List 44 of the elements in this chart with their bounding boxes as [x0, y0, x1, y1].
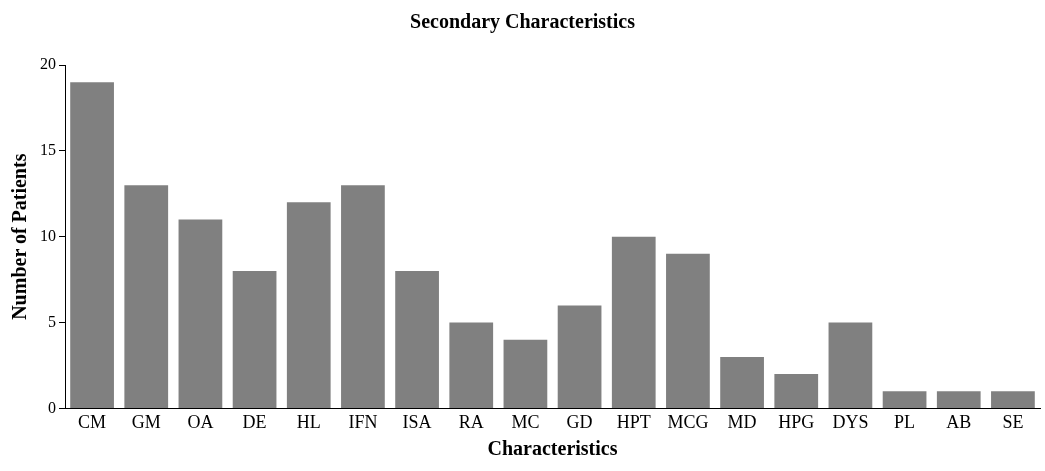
- x-tick-label: MC: [511, 411, 540, 432]
- chart-title: Secondary Characteristics: [410, 10, 636, 34]
- y-axis-title: Number of Patients: [8, 153, 31, 320]
- x-tick-label: HL: [296, 411, 321, 432]
- bar: [124, 185, 169, 408]
- x-tick-label: HPT: [616, 411, 651, 432]
- x-tick-label: ISA: [402, 411, 432, 432]
- bar: [936, 391, 981, 408]
- bar: [611, 236, 656, 408]
- x-tick-label: PL: [894, 411, 916, 432]
- bar: [991, 391, 1035, 408]
- x-tick-label: OA: [187, 411, 214, 432]
- bar: [178, 219, 223, 408]
- x-tick-label: DYS: [832, 411, 869, 432]
- y-tick-label: 0: [48, 398, 56, 416]
- x-tick-label: AB: [946, 411, 972, 432]
- bar: [882, 391, 927, 408]
- bar: [503, 339, 548, 408]
- bar: [557, 305, 602, 408]
- x-tick-label: MD: [727, 411, 757, 432]
- bar: [774, 374, 819, 408]
- x-tick-label: MCG: [667, 411, 709, 432]
- x-tick-label: CM: [78, 411, 107, 432]
- bar: [720, 356, 764, 408]
- bar: [232, 271, 277, 408]
- bar: [666, 253, 710, 408]
- bar: [449, 322, 494, 408]
- x-tick-label: HPG: [778, 411, 815, 432]
- x-axis-title: Characteristics: [487, 437, 618, 460]
- y-tick-label: 10: [40, 226, 56, 244]
- y-tick-label: 20: [40, 55, 56, 73]
- x-tick-label: GM: [131, 411, 161, 432]
- x-tick-label: SE: [1002, 411, 1024, 432]
- y-tick-label: 5: [48, 312, 56, 330]
- x-tick-label: GD: [566, 411, 593, 432]
- bar: [395, 271, 439, 408]
- x-tick-label: DE: [242, 411, 267, 432]
- bar: [286, 202, 331, 408]
- bar: [341, 185, 385, 408]
- bar: [828, 322, 873, 408]
- x-tick-label: RA: [458, 411, 484, 432]
- y-tick-label: 15: [40, 141, 56, 159]
- x-tick-label: IFN: [348, 411, 378, 432]
- bar: [70, 82, 114, 408]
